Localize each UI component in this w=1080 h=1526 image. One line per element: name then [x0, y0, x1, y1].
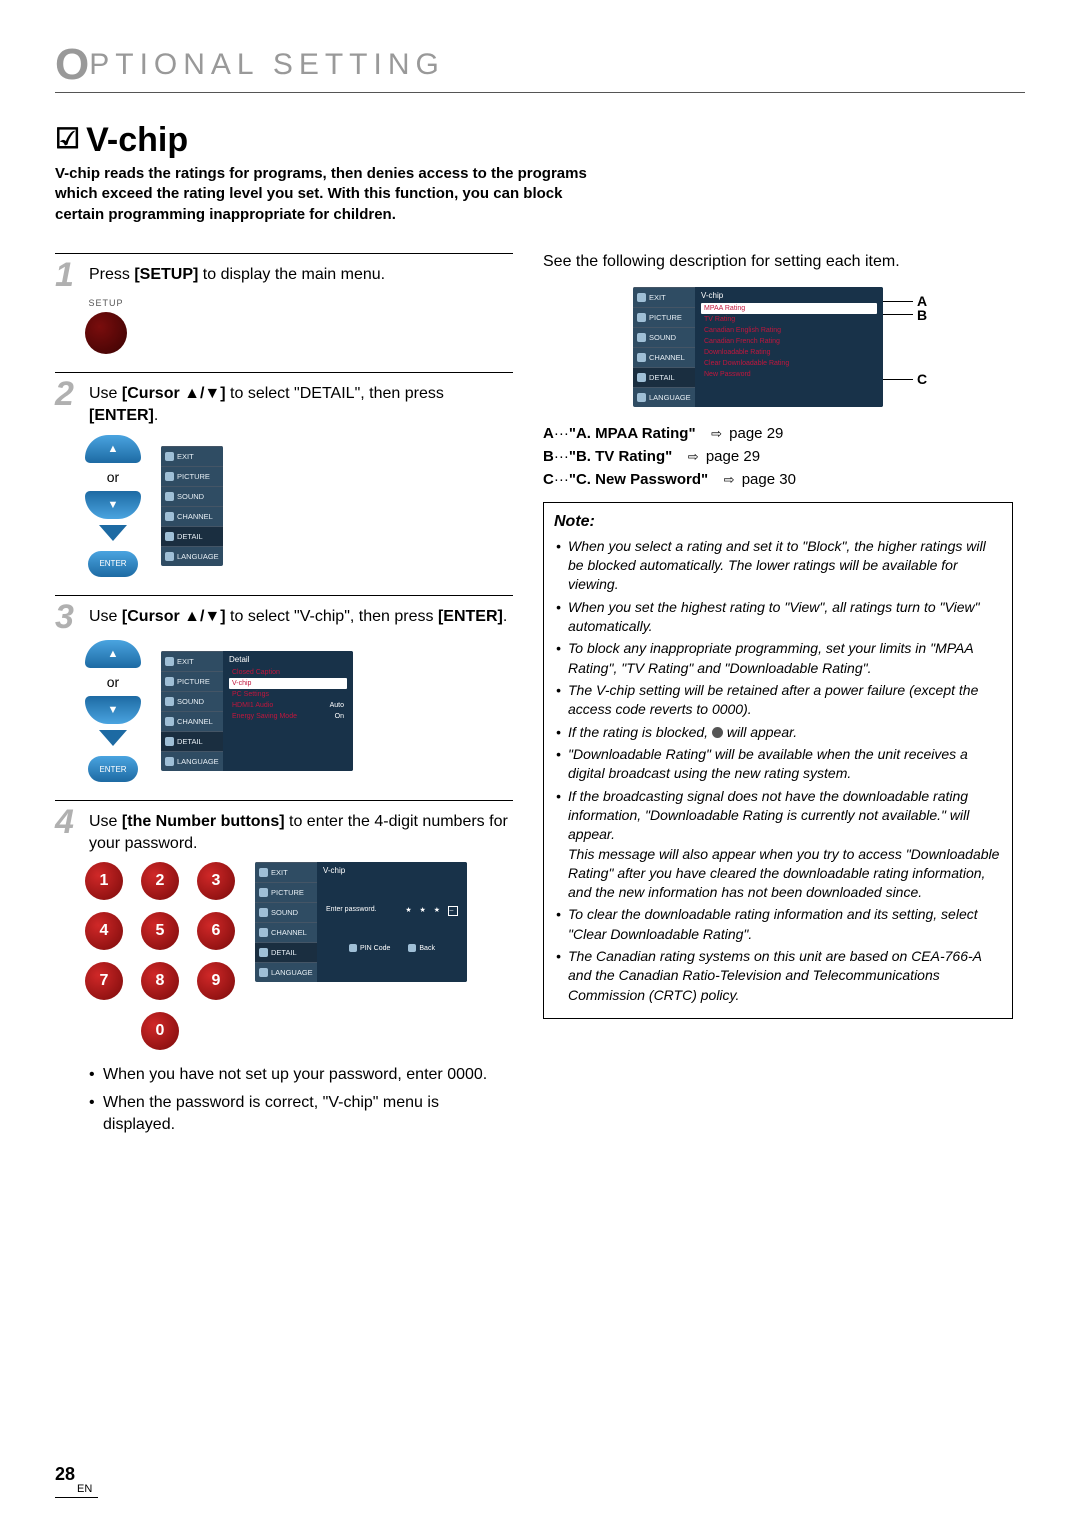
step-2: 2 Use [Cursor ▲/▼] to select "DETAIL", t…: [55, 372, 513, 576]
vchip-menu-overview: EXITPICTURESOUNDCHANNELDETAILLANGUAGE V-…: [633, 287, 923, 407]
cursor-arrows: ▲ or ▼ ENTER: [85, 640, 141, 782]
step-3: 3 Use [Cursor ▲/▼] to select "V-chip", t…: [55, 595, 513, 783]
section-title: ☑V-chip: [55, 121, 1025, 160]
step-number: 3: [55, 602, 79, 633]
step-number: 1: [55, 260, 79, 291]
step-number: 4: [55, 807, 79, 838]
step-1: 1 Press [SETUP] to display the main menu…: [55, 253, 513, 355]
step-4: 4 Use [the Number buttons] to enter the …: [55, 800, 513, 1135]
cursor-arrows: ▲ or ▼ ENTER: [85, 435, 141, 577]
page-header: OPTIONAL SETTING: [55, 40, 1025, 93]
intro-text: V-chip reads the ratings for programs, t…: [55, 164, 615, 225]
osd-menu-step2: EXITPICTURESOUNDCHANNELDETAILLANGUAGE: [161, 446, 223, 566]
step-number: 2: [55, 379, 79, 410]
number-pad: 1234567890: [85, 862, 235, 1050]
osd-menu-step3: EXITPICTURESOUNDCHANNELDETAILLANGUAGE De…: [161, 651, 353, 771]
osd-menu-step4: EXITPICTURESOUNDCHANNELDETAILLANGUAGE V-…: [255, 862, 467, 982]
reference-table: A···"A. MPAA Rating" ⇨ page 29B···"B. TV…: [543, 425, 1013, 488]
page-number: 28 EN: [55, 1464, 98, 1498]
step4-notes: When you have not set up your password, …: [89, 1064, 513, 1135]
setup-button-graphic: SETUP: [85, 298, 127, 354]
right-intro: See the following description for settin…: [543, 253, 1013, 271]
note-box: Note: When you select a rating and set i…: [543, 502, 1013, 1019]
